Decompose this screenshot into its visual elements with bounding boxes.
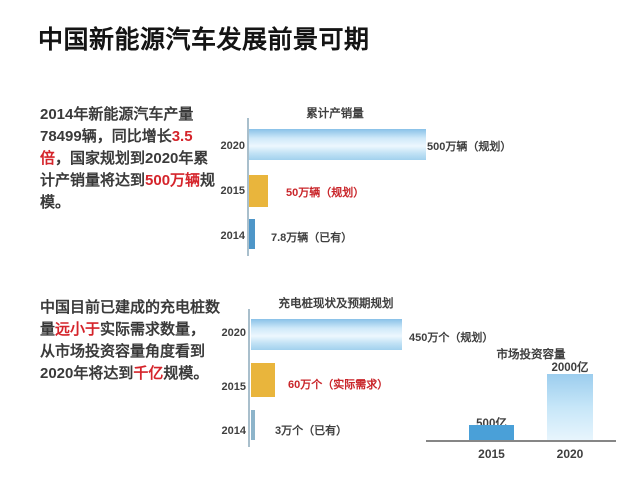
bar-2020-plan [251,319,402,350]
bar-value-label: 500万辆（规划） [427,141,512,153]
chart-charging-piles: 充电桩现状及预期规划 2020 450万个（规划） 2015 60万个（实际需求… [220,292,520,460]
chart-title: 市场投资容量 [496,349,566,361]
insight-2-segment: 规模。 [163,365,209,382]
bar-2015-demand [251,363,275,397]
year-label-2014: 2014 [220,230,245,242]
bar-value-label: 3万个（已有） [275,425,348,437]
y-axis-line [248,309,250,447]
x-axis-line [426,440,616,442]
insight-1-segment: 规模。 [40,172,216,211]
insight-1-segment: ，国家规划到2020年累计产销量将达到 [40,150,209,189]
year-label-2020: 2020 [220,140,245,152]
bar-value-label: 50万辆（规划） [286,187,365,199]
bar-2014-actual [249,219,255,249]
page-title: 中国新能源汽车发展前景可期 [38,26,370,54]
bar-2015-plan [249,175,268,207]
column-2015 [469,425,514,440]
bar-2020-plan [249,129,426,160]
insight-1-segment: 2014年新能源汽车产量78499辆，同比增长 [40,106,194,145]
insight-2-segment: 中国目前已建成的充电桩数量 [40,299,221,338]
year-label-2015: 2015 [221,381,246,393]
insight-1-highlight-growth: 3.5倍 [40,128,193,167]
column-2020 [547,374,593,440]
year-label-2014: 2014 [221,425,246,437]
year-label-2020: 2020 [556,447,584,461]
bar-value-label: 60万个（实际需求） [288,379,389,391]
y-axis-line [247,118,249,256]
chart-title: 累计产销量 [306,108,364,120]
year-label-2015: 2015 [220,185,245,197]
chart-market-investment: 市场投资容量 2000亿 500亿 2015 2020 [420,342,620,467]
year-label-2020: 2020 [221,327,246,339]
insight-text-production: 2014年新能源汽车产量78499辆，同比增长3.5倍，国家规划到2020年累计… [40,104,220,214]
insight-2-highlight-scale: 千亿 [133,365,164,382]
insight-2-segment: 实际需求数量，从市场投资容量角度看到2020年将达到 [40,321,206,382]
bar-2014-actual [251,410,255,440]
insight-2-highlight-gap: 远小于 [55,321,101,338]
bar-value-label: 7.8万辆（已有） [271,232,353,244]
insight-text-charging: 中国目前已建成的充电桩数量远小于实际需求数量，从市场投资容量角度看到2020年将… [40,297,220,385]
insight-1-highlight-target: 500万辆 [145,172,201,189]
bar-value-label: 450万个（规划） [409,332,494,344]
chart-cumulative-sales: 累计产销量 2020 500万辆（规划） 2015 50万辆（规划） 2014 … [220,100,520,260]
year-label-2015: 2015 [478,447,505,461]
column-value-label-2020: 2000亿 [551,362,589,374]
chart-title: 充电桩现状及预期规划 [278,298,394,310]
